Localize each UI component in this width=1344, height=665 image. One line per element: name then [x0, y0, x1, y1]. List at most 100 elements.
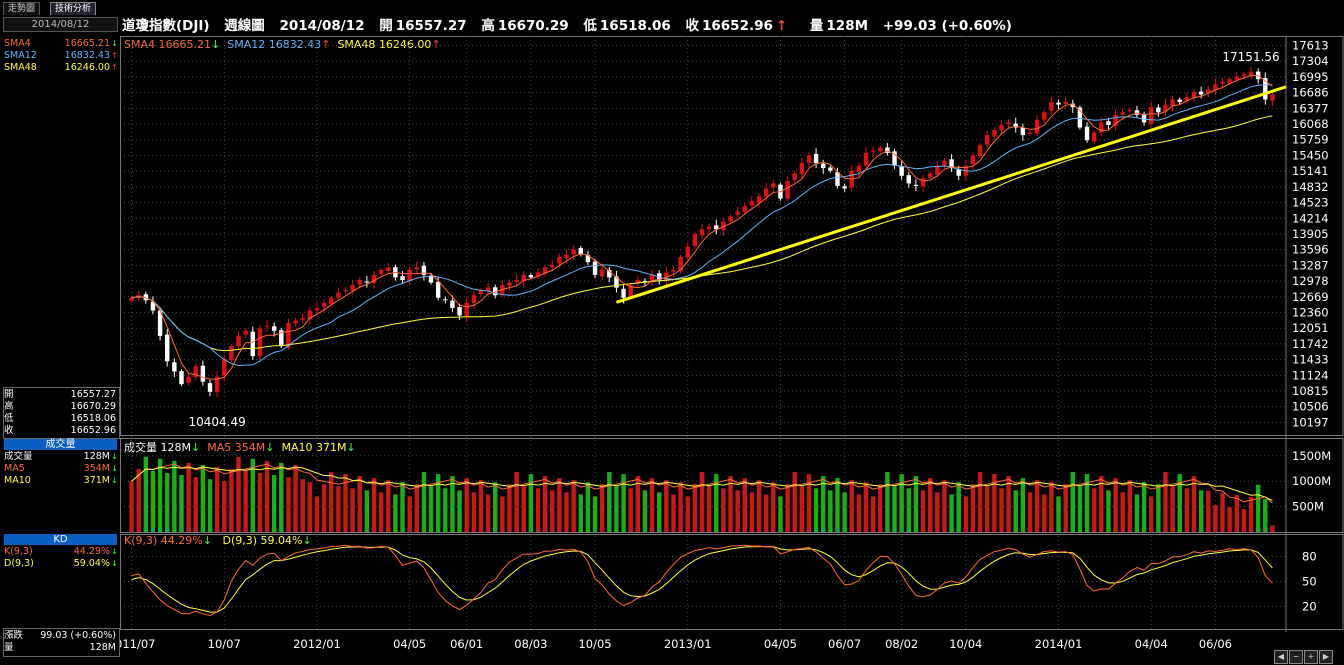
arrow-up-icon: ↑ — [111, 63, 118, 72]
arrow-down-icon: ↓ — [191, 441, 201, 454]
index-name: 道瓊指數(DJI) — [122, 18, 210, 34]
volume-bar — [1141, 482, 1147, 532]
volume-bar — [885, 472, 890, 532]
kd-panel-frame — [120, 534, 1344, 630]
volume-legend: 成交量 128M↓ MA5 354M↓ MA10 371M↓ — [124, 439, 356, 455]
volume-bar — [1149, 496, 1154, 532]
time-tick-label: 06/06 — [1199, 637, 1232, 651]
candlestick — [607, 266, 612, 282]
volume-bar — [500, 496, 505, 532]
header-open: 16557.27 — [395, 18, 467, 34]
volume-bar — [963, 496, 969, 532]
candlestick-body — [1020, 127, 1026, 136]
price-tick-label: 13287 — [1292, 258, 1329, 272]
sidebar-date: 2014/08/12 — [3, 17, 118, 32]
price-tick-label: 12360 — [1292, 306, 1329, 320]
candlestick — [756, 192, 762, 208]
volume-bar — [165, 473, 170, 532]
volume-bar — [771, 482, 776, 532]
candlestick-body — [443, 299, 448, 301]
time-tick-label: 04/05 — [393, 637, 426, 651]
zoom-in-button[interactable]: + — [1304, 650, 1318, 664]
tab-technical-analysis[interactable]: 技術分析 — [50, 2, 97, 15]
candlestick-body — [1213, 84, 1218, 90]
arrow-up-icon: ↑ — [321, 38, 331, 51]
volume-bar — [493, 482, 498, 532]
candlestick-body — [628, 285, 633, 298]
volume-bar — [628, 488, 633, 532]
candlestick — [350, 279, 355, 295]
candlestick — [985, 130, 990, 148]
volume-ma10-line — [131, 466, 1273, 502]
candlestick — [799, 157, 805, 179]
price-tick-label: 16686 — [1292, 86, 1329, 100]
candlestick — [186, 372, 191, 386]
price-tick-label: 13905 — [1292, 227, 1329, 241]
volume-bar — [706, 486, 712, 532]
candlestick — [835, 167, 840, 189]
scroll-left-button[interactable]: ◀ — [1274, 650, 1288, 664]
candlestick — [193, 363, 198, 381]
arrow-down-icon: ↓ — [111, 476, 118, 485]
sidebar-ma5-value: 354M — [83, 463, 110, 474]
candlestick — [863, 147, 869, 171]
candlestick-body — [1006, 122, 1011, 125]
volume-bar — [678, 482, 683, 532]
time-tick-label: 2013/01 — [664, 637, 712, 651]
candlestick-body — [678, 257, 683, 272]
candlestick-body — [1141, 114, 1147, 123]
legend-ma5-value: 354M — [234, 441, 266, 454]
candlestick-body — [721, 221, 726, 231]
candlestick-body — [464, 302, 469, 317]
candlestick-body — [1113, 114, 1118, 126]
candlestick-body — [1156, 107, 1161, 113]
sidebar-volume: 成交量 128M ↓ — [4, 451, 118, 462]
candlestick — [535, 267, 541, 280]
tab-trend[interactable]: 走勢圖 — [3, 2, 41, 15]
volume-bar — [386, 480, 391, 532]
candlestick — [1027, 130, 1033, 136]
volume-bar — [592, 496, 598, 532]
volume-bar — [728, 476, 733, 532]
sidebar-ohlc-box — [3, 387, 120, 439]
candlestick-body — [172, 362, 177, 372]
price-tick-label: 14523 — [1292, 196, 1329, 210]
volume-bar — [835, 478, 840, 532]
candlestick-body — [763, 188, 769, 197]
volume-bar — [1177, 474, 1182, 532]
legend-sma48-value: 16246.00 — [378, 38, 432, 51]
volume-bar — [1070, 472, 1075, 532]
legend-volume-label: 成交量 — [124, 441, 157, 454]
zoom-out-button[interactable]: − — [1289, 650, 1303, 664]
candlestick — [243, 328, 248, 338]
header-date: 2014/08/12 — [279, 18, 365, 34]
volume-bar — [300, 479, 305, 532]
candlestick-body — [1042, 112, 1047, 120]
volume-bar — [1234, 494, 1239, 532]
candlestick-body — [321, 302, 327, 307]
candlestick-body — [735, 211, 740, 215]
sidebar-high-value: 16670.29 — [70, 401, 116, 412]
chart-period: 週線圖 — [224, 18, 265, 34]
candlestick-body — [400, 276, 405, 280]
volume-bar — [314, 496, 320, 532]
sidebar-volume-value: 128M — [83, 451, 110, 462]
time-tick-label: 2012/01 — [293, 637, 341, 651]
volume-bar — [863, 482, 869, 532]
candlestick — [1270, 90, 1275, 107]
candlestick — [1042, 109, 1047, 123]
price-legend: SMA4 16665.21↓ SMA12 16832.43↑ SMA48 162… — [124, 38, 441, 51]
candlestick — [878, 145, 883, 154]
time-tick-label: 04/05 — [764, 637, 797, 651]
sidebar-close: 收 16652.96 — [4, 425, 118, 436]
candlestick — [599, 264, 605, 281]
scroll-right-button[interactable]: ▶ — [1319, 650, 1333, 664]
sidebar-qty-label: 量 — [4, 642, 14, 653]
candlestick — [885, 143, 890, 156]
candlestick-body — [1220, 81, 1225, 84]
candlestick — [1184, 92, 1190, 104]
candlestick — [749, 196, 755, 210]
volume-bar — [642, 490, 648, 532]
time-tick-label: 06/07 — [828, 637, 861, 651]
